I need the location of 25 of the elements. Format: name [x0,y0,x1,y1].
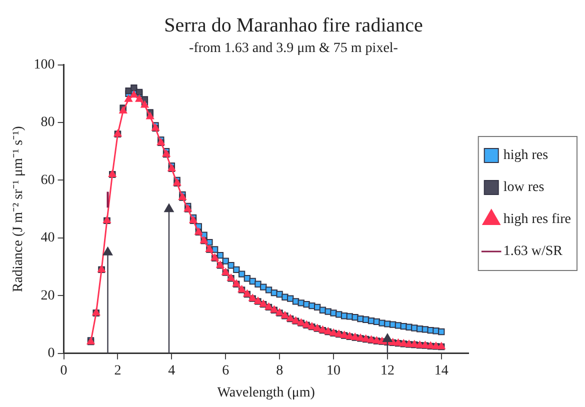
point [164,204,174,212]
y-tick-label: 0 [48,346,55,362]
chart-title: Serra do Maranhao fire radiance [164,14,423,36]
y-tick-label: 20 [40,288,55,304]
x-tick-label: 14 [434,363,448,378]
point [382,333,392,342]
y-tick-label: 100 [34,57,55,72]
x-tick-label: 12 [380,363,394,378]
x-tick-label: 10 [326,363,341,378]
x-tick-label: 0 [60,363,68,378]
y-axis-title: Radiance (J m⁻² sr⁻¹ μm⁻¹ s⁻¹) [11,126,26,292]
legend-label: high res [503,148,548,164]
y-tick-label: 80 [40,115,55,130]
legend-label: 1.63 w/SR [503,244,564,260]
x-axis-title: Wavelength (μm) [217,385,316,400]
legend-label: low res [503,180,544,196]
x-tick-label: 4 [168,363,176,378]
x-tick-label: 2 [114,363,122,378]
x-tick-label: 8 [276,363,284,378]
point [102,246,113,256]
y-tick-label: 60 [40,172,55,188]
y-tick-label: 40 [40,230,55,246]
x-tick-label: 6 [222,363,230,378]
legend-label: high res fire [503,212,572,228]
chart-subtitle: -from 1.63 and 3.9 μm & 75 m pixel- [189,41,398,56]
